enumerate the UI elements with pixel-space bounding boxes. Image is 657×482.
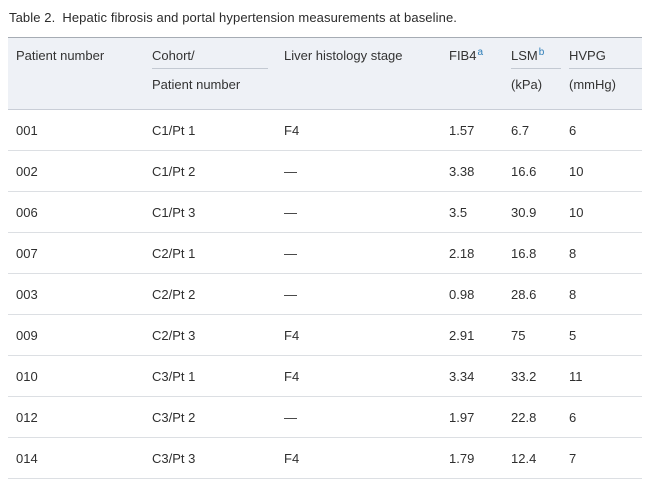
cell-patient-number: 007 (16, 245, 38, 261)
cell-hvpg: 6 (569, 122, 577, 138)
cell-lsm: 6.7 (511, 122, 530, 138)
cell-patient-number: 014 (16, 450, 38, 466)
cell-liver-histology-stage: — (284, 409, 297, 425)
col-header-label: Patient number (16, 48, 105, 63)
col-header-unit (16, 75, 144, 93)
table-row: 012 C3/Pt 2 — 1.97 22.8 6 (8, 397, 642, 438)
col-header-label: HVPG (569, 48, 606, 63)
cell-fib4: 2.18 (449, 245, 475, 261)
cell-cohort-patient: C2/Pt 3 (152, 327, 196, 343)
cell-hvpg: 6 (569, 409, 577, 425)
cell-liver-histology-stage: — (284, 163, 297, 179)
col-header-unit (449, 75, 503, 93)
cell-cohort-patient: C2/Pt 1 (152, 245, 196, 261)
cell-patient-number: 012 (16, 409, 38, 425)
cell-cohort-patient: C3/Pt 3 (152, 450, 196, 466)
col-header-liver-histology-stage: Liver histology stage (276, 38, 441, 109)
baseline-measurements-table: Patient number Cohort/ Patient number Li… (8, 37, 642, 479)
cell-fib4: 3.38 (449, 163, 475, 179)
cell-liver-histology-stage: — (284, 286, 297, 302)
col-header-unit: Patient number (152, 77, 241, 92)
footnote-marker-b[interactable]: b (538, 47, 545, 58)
cell-fib4: 2.91 (449, 327, 475, 343)
table-row: 014 C3/Pt 3 F4 1.79 12.4 7 (8, 438, 642, 479)
col-header-label: Liver histology stage (284, 48, 403, 63)
col-header-unit (284, 75, 441, 93)
cell-fib4: 0.98 (449, 286, 475, 302)
cell-lsm: 33.2 (511, 368, 537, 384)
cell-lsm: 30.9 (511, 204, 537, 220)
cell-cohort-patient: C1/Pt 3 (152, 204, 196, 220)
col-header-hvpg: HVPG (mmHg) (561, 38, 642, 109)
cell-fib4: 3.34 (449, 368, 475, 384)
table-header-row: Patient number Cohort/ Patient number Li… (8, 37, 642, 110)
cell-hvpg: 8 (569, 286, 577, 302)
table-row: 003 C2/Pt 2 — 0.98 28.6 8 (8, 274, 642, 315)
cell-lsm: 16.6 (511, 163, 537, 179)
col-header-label: FIB4 (449, 48, 477, 63)
cell-patient-number: 009 (16, 327, 38, 343)
cell-hvpg: 10 (569, 163, 584, 179)
table-row: 001 C1/Pt 1 F4 1.57 6.7 6 (8, 110, 642, 151)
cell-fib4: 3.5 (449, 204, 468, 220)
table-row: 006 C1/Pt 3 — 3.5 30.9 10 (8, 192, 642, 233)
cell-liver-histology-stage: F4 (284, 122, 300, 138)
table-caption: Table 2. Hepatic fibrosis and portal hype… (0, 0, 657, 27)
cell-patient-number: 006 (16, 204, 38, 220)
cell-patient-number: 010 (16, 368, 38, 384)
cell-cohort-patient: C1/Pt 2 (152, 163, 196, 179)
cell-hvpg: 11 (569, 368, 583, 384)
table-row: 002 C1/Pt 2 — 3.38 16.6 10 (8, 151, 642, 192)
cell-hvpg: 8 (569, 245, 577, 261)
cell-liver-histology-stage: F4 (284, 327, 300, 343)
table-row: 007 C2/Pt 1 — 2.18 16.8 8 (8, 233, 642, 274)
cell-hvpg: 5 (569, 327, 577, 343)
table-body: 001 C1/Pt 1 F4 1.57 6.7 6 002 C1/Pt 2 — … (8, 110, 642, 479)
cell-lsm: 16.8 (511, 245, 537, 261)
col-header-lsm: LSMb (kPa) (503, 38, 561, 109)
cell-liver-histology-stage: F4 (284, 450, 300, 466)
table-caption-label: Table 2. (9, 10, 56, 25)
col-header-unit: (mmHg) (569, 77, 616, 92)
cell-cohort-patient: C2/Pt 2 (152, 286, 196, 302)
cell-patient-number: 001 (16, 122, 38, 138)
col-header-cohort: Cohort/ Patient number (144, 38, 276, 109)
cell-hvpg: 7 (569, 450, 577, 466)
cell-lsm: 22.8 (511, 409, 537, 425)
cell-hvpg: 10 (569, 204, 584, 220)
table-caption-text: Hepatic fibrosis and portal hypertension… (62, 10, 457, 25)
col-header-fib4: FIB4a (441, 38, 503, 109)
footnote-marker-a[interactable]: a (477, 47, 484, 58)
col-header-label: LSM (511, 48, 538, 63)
table-row: 010 C3/Pt 1 F4 3.34 33.2 11 (8, 356, 642, 397)
cell-cohort-patient: C3/Pt 1 (152, 368, 196, 384)
col-header-patient-number: Patient number (8, 38, 144, 109)
cell-liver-histology-stage: F4 (284, 368, 300, 384)
cell-cohort-patient: C1/Pt 1 (152, 122, 196, 138)
col-header-unit: (kPa) (511, 77, 543, 92)
cell-lsm: 75 (511, 327, 526, 343)
cell-lsm: 12.4 (511, 450, 537, 466)
cell-liver-histology-stage: — (284, 204, 297, 220)
cell-fib4: 1.57 (449, 122, 475, 138)
cell-lsm: 28.6 (511, 286, 537, 302)
cell-patient-number: 002 (16, 163, 38, 179)
cell-fib4: 1.79 (449, 450, 475, 466)
table-row: 009 C2/Pt 3 F4 2.91 75 5 (8, 315, 642, 356)
cell-liver-histology-stage: — (284, 245, 297, 261)
col-header-label: Cohort/ (152, 48, 195, 63)
cell-patient-number: 003 (16, 286, 38, 302)
cell-fib4: 1.97 (449, 409, 475, 425)
cell-cohort-patient: C3/Pt 2 (152, 409, 196, 425)
